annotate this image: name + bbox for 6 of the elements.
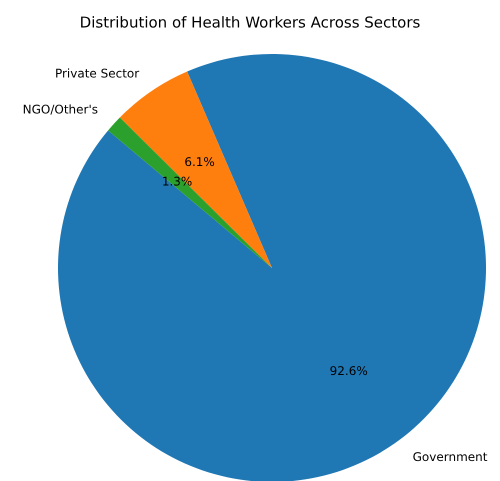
chart-title: Distribution of Health Workers Across Sectors: [80, 14, 421, 32]
slice-label: NGO/Other's: [22, 102, 98, 116]
data-label: 6.1%: [184, 154, 215, 169]
slice-label: Government: [412, 450, 488, 464]
data-label: 92.6%: [330, 364, 368, 378]
slice-label: Private Sector: [54, 66, 140, 81]
